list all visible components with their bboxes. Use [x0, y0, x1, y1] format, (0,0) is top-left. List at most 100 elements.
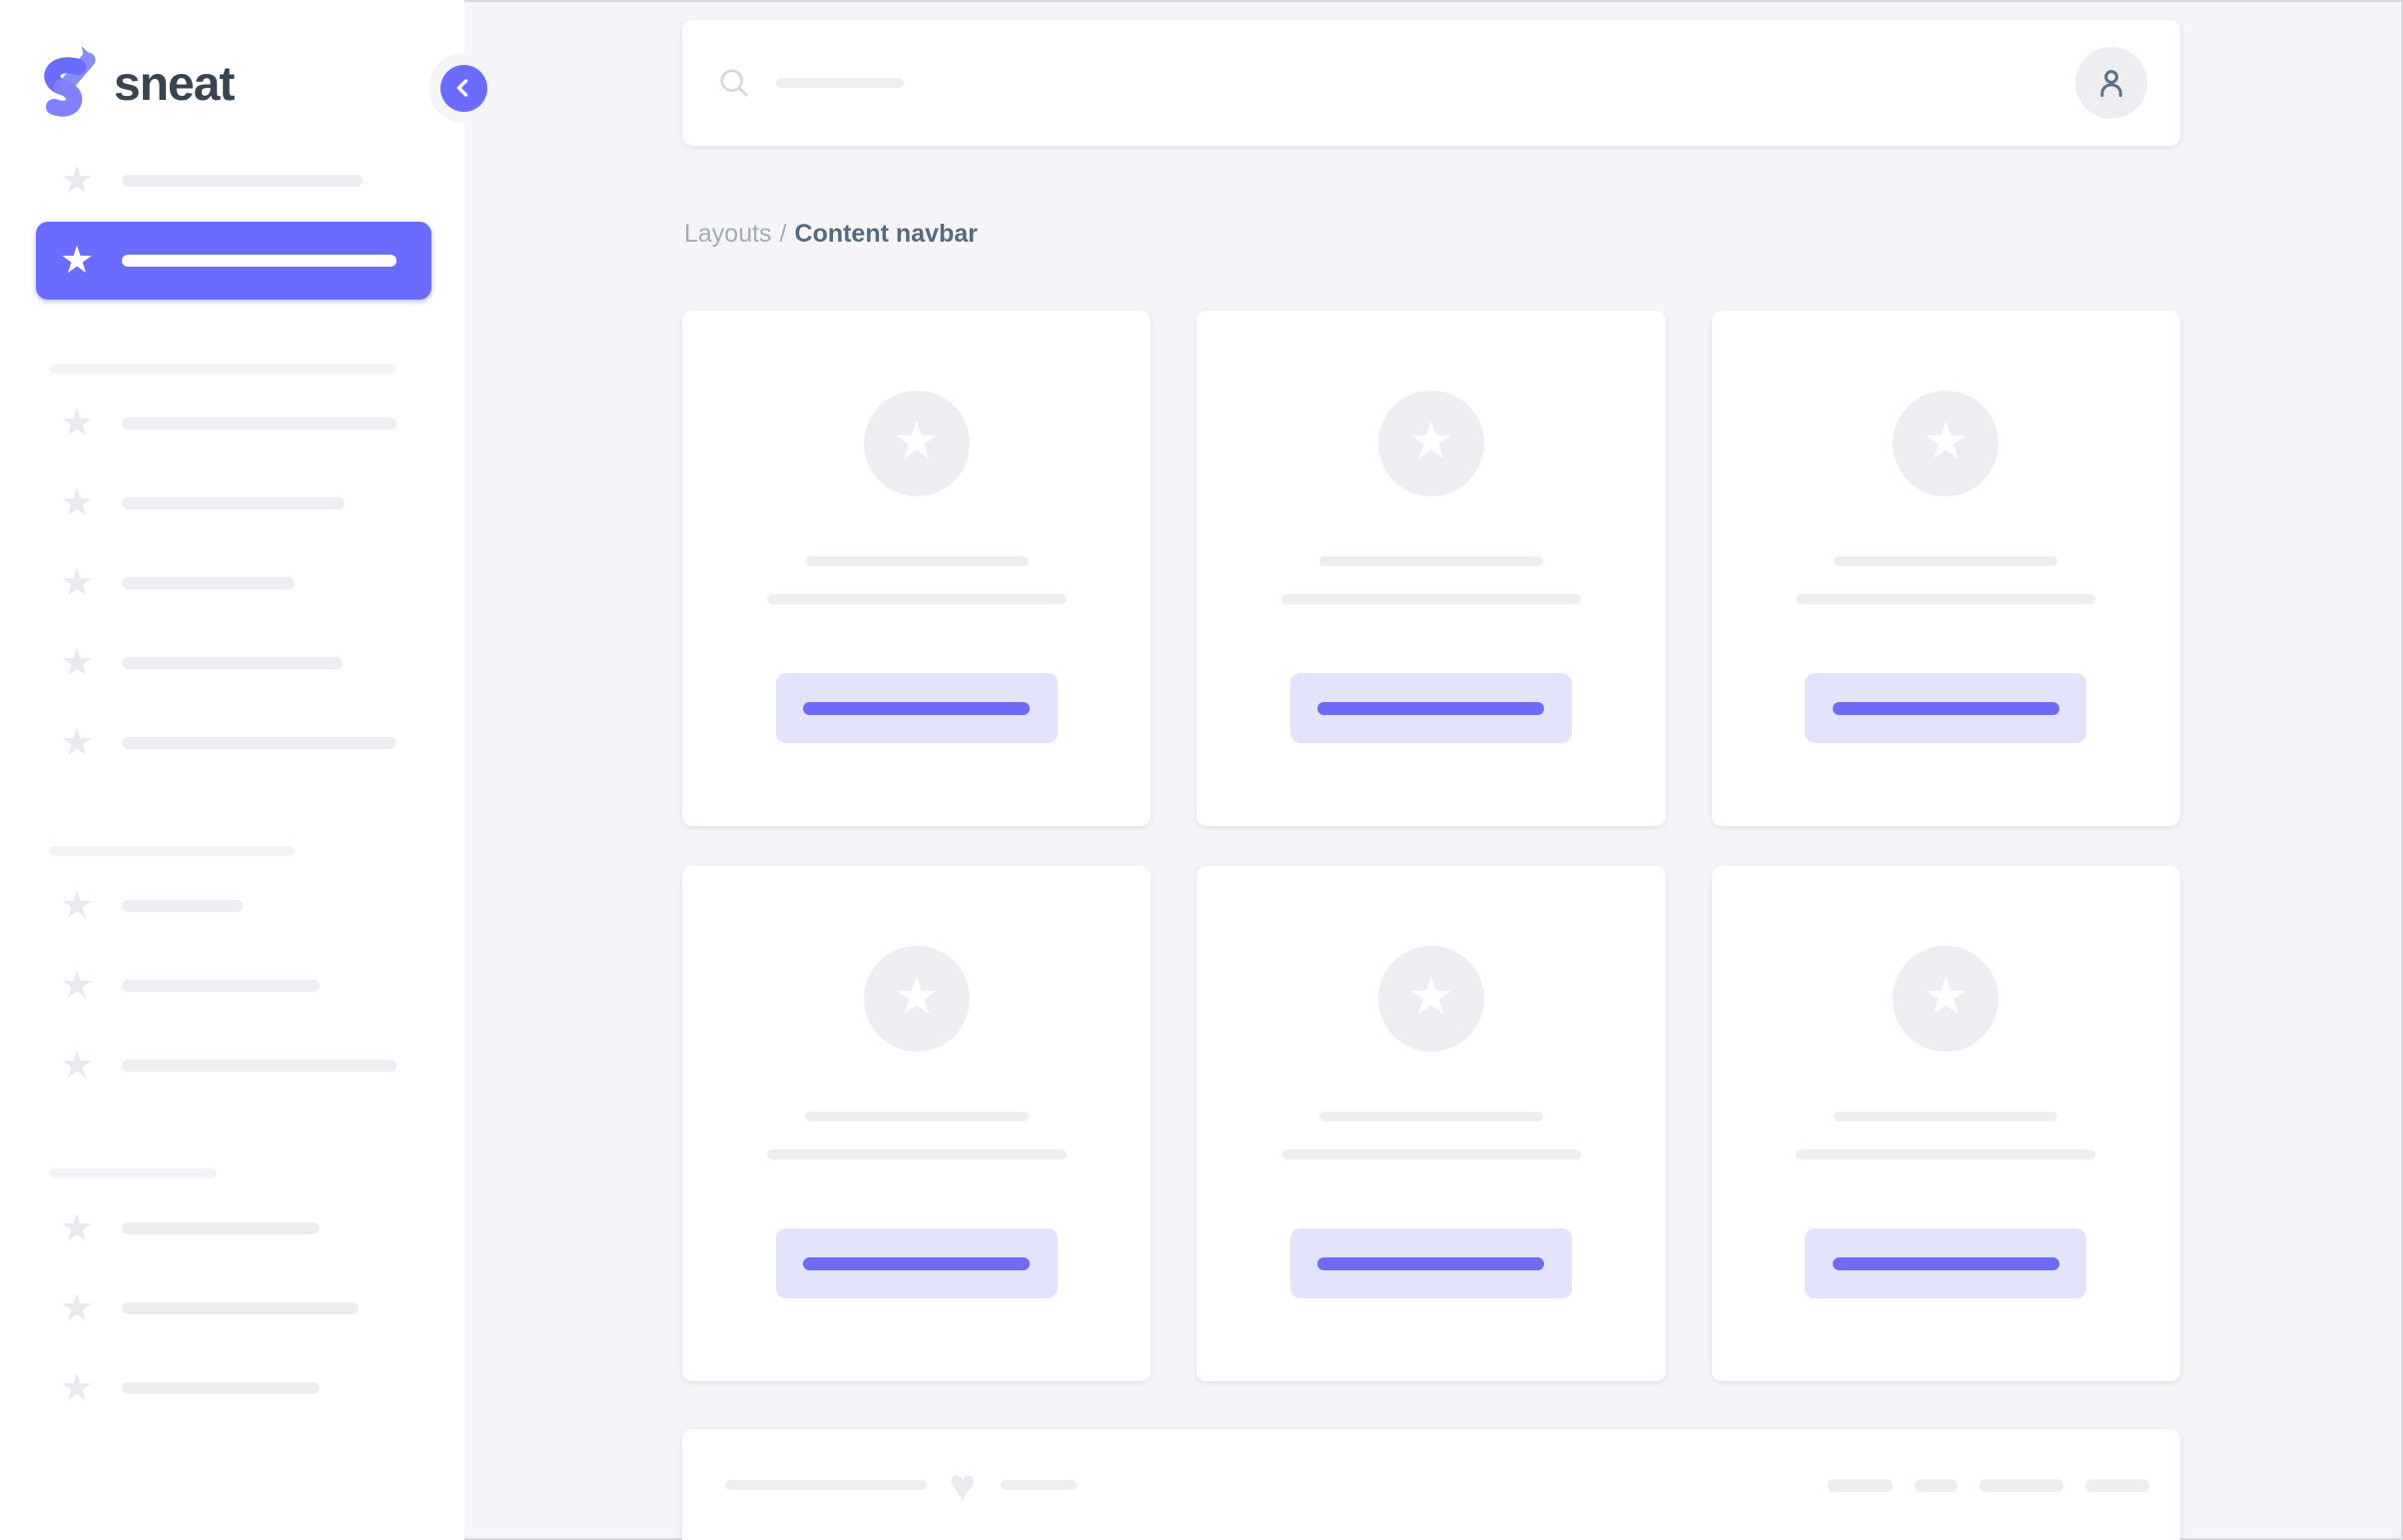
star-icon: ★ — [59, 1287, 95, 1329]
sneat-logo-icon — [44, 46, 96, 117]
user-avatar[interactable] — [2075, 47, 2147, 119]
footer-link-skeleton[interactable] — [1828, 1478, 1893, 1492]
breadcrumb: Layouts / Content navbar — [684, 220, 2180, 249]
nav-item[interactable]: ★ — [0, 1348, 464, 1428]
sidebar: sneat ★ ★ ★ ★ ★ ★ ★ ★ ★ ★ ★ ★ ★ — [0, 0, 464, 1540]
sidebar-collapse-halo — [428, 53, 498, 123]
star-icon: ★ — [59, 722, 95, 764]
nav-item[interactable]: ★ — [0, 866, 464, 946]
star-icon: ★ — [1407, 412, 1455, 470]
nav-item[interactable]: ★ — [0, 946, 464, 1026]
nav-label-skeleton — [122, 175, 363, 187]
breadcrumb-separator: / — [779, 220, 787, 248]
nav-section-header-skeleton — [49, 846, 295, 856]
card-button-skeleton[interactable] — [1289, 673, 1572, 743]
card-avatar-circle: ★ — [1893, 946, 2000, 1052]
card-button-skeleton[interactable] — [1805, 673, 2087, 743]
star-icon: ★ — [893, 968, 940, 1026]
star-icon: ★ — [59, 562, 95, 604]
card-subtitle-skeleton — [1280, 594, 1581, 604]
top-navbar — [682, 20, 2180, 146]
nav-section-header — [0, 1106, 464, 1188]
card-avatar-circle: ★ — [1893, 390, 2000, 496]
nav-section-header-skeleton — [49, 1168, 217, 1178]
breadcrumb-current: Content navbar — [794, 220, 978, 248]
card-button-label-skeleton — [1832, 701, 2059, 715]
nav-label-skeleton — [122, 497, 345, 509]
star-icon: ★ — [59, 1045, 95, 1087]
card-title-skeleton — [804, 1112, 1029, 1122]
footer-link-skeleton[interactable] — [1980, 1478, 2063, 1492]
star-icon: ★ — [59, 402, 95, 444]
nav-item[interactable]: ★ — [0, 623, 464, 703]
nav-label-skeleton — [122, 417, 397, 429]
card-button-skeleton[interactable] — [775, 1228, 1058, 1298]
star-icon: ★ — [59, 885, 95, 927]
nav-item[interactable]: ★ — [0, 384, 464, 463]
star-icon: ★ — [59, 642, 95, 684]
card-button-skeleton[interactable] — [1289, 1228, 1572, 1298]
brand: sneat — [0, 0, 464, 124]
star-icon: ★ — [1923, 968, 1970, 1026]
footer-card: ♥ — [682, 1429, 2180, 1540]
sidebar-collapse-button[interactable] — [439, 64, 487, 112]
nav-label-skeleton — [122, 1382, 320, 1394]
chevron-left-icon — [456, 79, 468, 97]
sidebar-nav: ★ ★ ★ ★ ★ ★ ★ ★ ★ ★ ★ ★ ★ — [0, 141, 464, 1428]
nav-item-active[interactable]: ★ — [36, 222, 431, 300]
nav-item[interactable]: ★ — [0, 1188, 464, 1268]
nav-section-header-skeleton — [49, 364, 397, 374]
star-icon: ★ — [893, 412, 940, 470]
nav-label-skeleton — [122, 1060, 397, 1072]
nav-item[interactable]: ★ — [0, 463, 464, 543]
brand-name: sneat — [114, 57, 235, 111]
nav-label-skeleton — [122, 255, 397, 267]
star-icon: ★ — [59, 1207, 95, 1249]
card-title-skeleton — [804, 556, 1029, 566]
demo-card: ★ — [1711, 311, 2180, 826]
nav-label-skeleton — [122, 1302, 359, 1314]
card-title-skeleton — [1834, 1112, 2058, 1122]
star-icon: ★ — [59, 240, 95, 282]
footer-link-skeleton[interactable] — [2085, 1478, 2149, 1492]
footer-text-skeleton — [1001, 1480, 1078, 1490]
nav-item[interactable]: ★ — [0, 703, 464, 783]
search-icon — [720, 69, 748, 97]
nav-label-skeleton — [122, 657, 343, 669]
nav-label-skeleton — [122, 900, 243, 912]
card-button-skeleton[interactable] — [775, 673, 1058, 743]
star-icon: ★ — [59, 1367, 95, 1409]
nav-item[interactable]: ★ — [0, 1026, 464, 1106]
demo-card: ★ — [682, 866, 1152, 1381]
card-button-label-skeleton — [803, 1256, 1031, 1270]
footer-left-group: ♥ — [725, 1429, 1078, 1540]
demo-card: ★ — [1711, 866, 2180, 1381]
nav-item[interactable]: ★ — [0, 1268, 464, 1348]
nav-section-header — [0, 301, 464, 384]
card-subtitle-skeleton — [1796, 1150, 2096, 1159]
footer-link-skeleton[interactable] — [1915, 1478, 1958, 1492]
demo-card: ★ — [1197, 311, 1666, 826]
card-button-skeleton[interactable] — [1805, 1228, 2087, 1298]
card-subtitle-skeleton — [766, 1150, 1067, 1159]
footer-text-skeleton — [725, 1480, 927, 1490]
card-avatar-circle: ★ — [863, 946, 970, 1052]
card-title-skeleton — [1834, 556, 2058, 566]
demo-card: ★ — [1197, 866, 1666, 1381]
card-button-label-skeleton — [803, 701, 1031, 715]
nav-item[interactable]: ★ — [0, 141, 464, 221]
search-input[interactable] — [716, 20, 2075, 146]
card-title-skeleton — [1318, 1112, 1543, 1122]
card-button-label-skeleton — [1832, 1256, 2059, 1270]
card-title-skeleton — [1318, 556, 1543, 566]
card-button-label-skeleton — [1317, 1256, 1545, 1270]
breadcrumb-parent[interactable]: Layouts — [684, 220, 772, 248]
star-icon: ★ — [59, 482, 95, 524]
footer-right-group — [1806, 1429, 2149, 1540]
nav-item[interactable]: ★ — [0, 543, 464, 623]
card-subtitle-skeleton — [766, 594, 1067, 604]
star-icon: ★ — [1407, 968, 1455, 1026]
demo-card: ★ — [682, 311, 1152, 826]
nav-label-skeleton — [122, 1222, 320, 1234]
